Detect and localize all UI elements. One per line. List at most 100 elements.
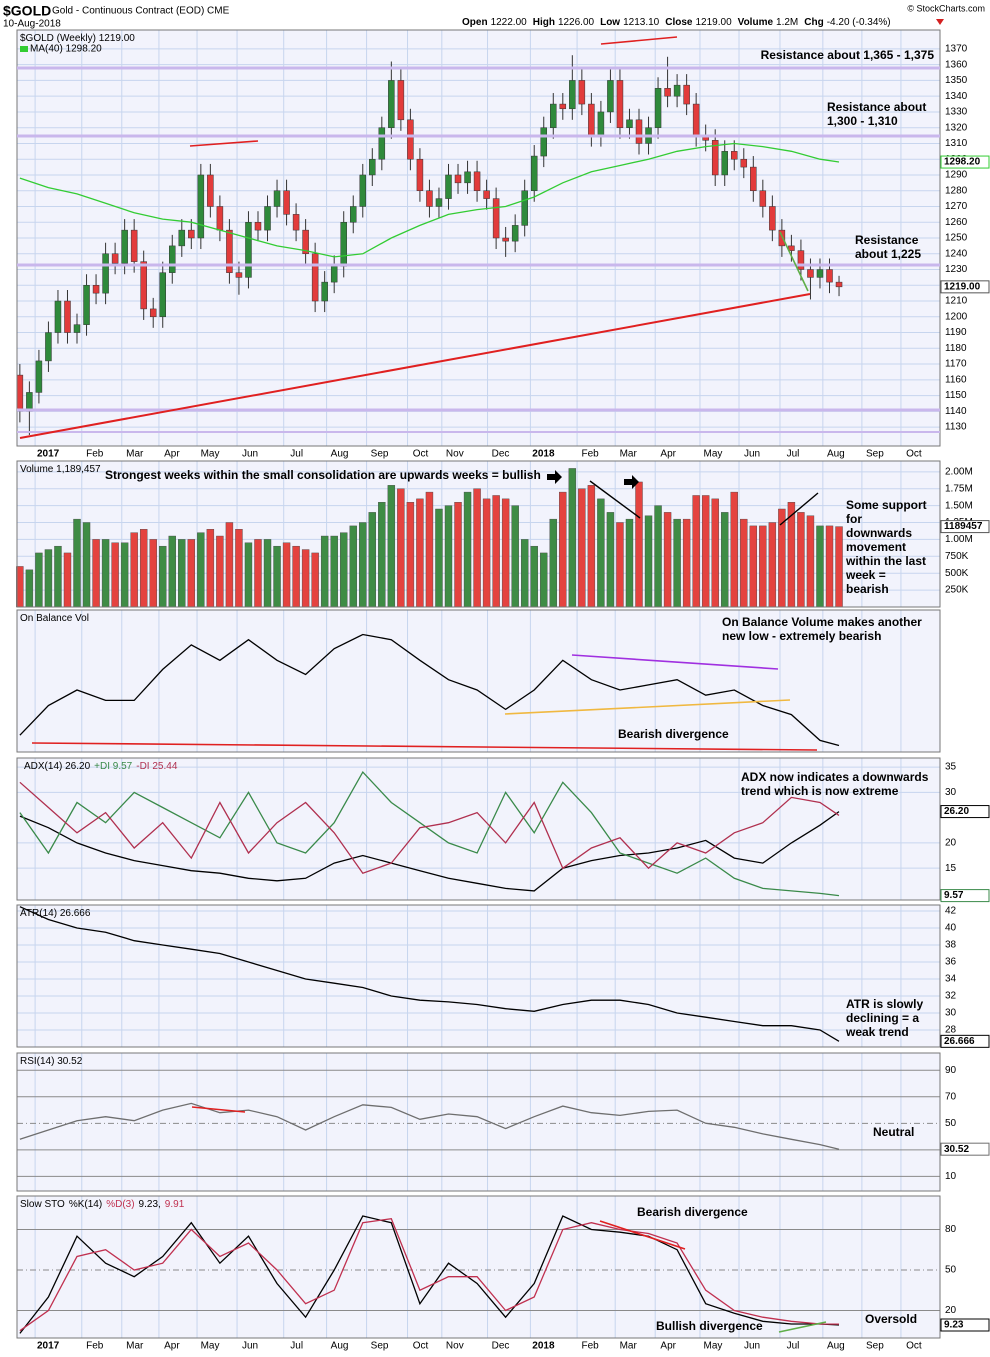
candle-body <box>388 80 395 128</box>
candle-body <box>235 272 243 278</box>
x-tick-label: Mar <box>126 449 144 460</box>
panel-border <box>16 1195 941 1339</box>
annotation: for <box>846 512 862 526</box>
volume-bar <box>806 515 815 608</box>
x-tick-label: Aug <box>827 1341 845 1352</box>
volume-bar <box>578 488 586 608</box>
volume-bar <box>178 539 186 608</box>
quote-value: 1219.00 <box>695 17 732 28</box>
last-value-label: 9.57 <box>944 890 964 901</box>
annotation: Resistance about <box>827 100 926 114</box>
candle-body <box>273 190 281 207</box>
volume-bar <box>54 545 62 608</box>
legend-title: RSI(14) 30.52 <box>20 1056 83 1067</box>
volume-bar <box>101 539 110 608</box>
last-value-label: 1189457 <box>944 521 983 532</box>
volume-bar <box>730 491 738 608</box>
series-line <box>19 142 840 258</box>
x-tick-label: Jul <box>787 449 800 460</box>
annotation: Neutral <box>873 1125 914 1139</box>
candle-body <box>169 245 176 273</box>
y-tick-label: 1270 <box>945 201 968 212</box>
y-tick-label: 1340 <box>945 91 968 102</box>
volume-bar <box>454 502 462 608</box>
y-tick-label: 34 <box>945 974 957 985</box>
candle-body <box>521 190 528 226</box>
volume-bar <box>120 542 129 608</box>
candle-body <box>245 221 252 278</box>
volume-bar <box>606 512 615 608</box>
legend-entry: -DI 25.44 <box>136 761 178 772</box>
x-tick-label: Sep <box>371 1341 389 1352</box>
quote-value: 1226.00 <box>558 17 595 28</box>
volume-bar <box>263 539 272 608</box>
candle-body <box>102 253 109 294</box>
series-line <box>19 771 840 897</box>
volume-bar <box>444 505 453 608</box>
candle-body <box>149 308 157 318</box>
x-tick-label: 2017 <box>37 1341 60 1352</box>
y-tick-label: 90 <box>945 1065 957 1076</box>
volume-bar <box>340 532 348 608</box>
y-tick-label: 1280 <box>945 185 968 196</box>
volume-bar <box>501 498 510 608</box>
last-value-label: 26.666 <box>944 1036 975 1047</box>
volume-bar <box>197 532 205 608</box>
volume-bar <box>244 542 253 608</box>
panel <box>17 905 940 1047</box>
y-tick-label: 30 <box>945 1008 957 1019</box>
candle-body <box>559 103 567 110</box>
annotation: ATR is slowly <box>846 997 923 1011</box>
volume-bar <box>406 502 415 608</box>
x-tick-label: Sep <box>371 449 389 460</box>
x-tick-label: Aug <box>331 1341 349 1352</box>
y-tick-label: 1130 <box>945 422 967 433</box>
x-tick-label: Aug <box>331 449 349 460</box>
x-tick-label: Dec <box>492 1341 510 1352</box>
y-tick-label: 1260 <box>945 217 968 228</box>
series-line <box>19 811 840 892</box>
volume-bar <box>768 522 777 608</box>
arrow-icon <box>547 470 562 484</box>
volume-bar <box>568 468 577 608</box>
x-tick-label: Mar <box>126 1341 144 1352</box>
legend: ADX(14) 26.20 +DI 9.57 -DI 25.44 <box>24 761 178 772</box>
candle-body <box>264 206 271 231</box>
quote-label: Chg <box>804 17 823 28</box>
symbol: $GOLD <box>3 3 51 19</box>
y-tick-label: 1.75M <box>945 483 973 494</box>
volume-bar <box>149 539 157 608</box>
volume-bar <box>701 495 710 608</box>
x-tick-label: Mar <box>620 449 638 460</box>
y-tick-label: 1330 <box>945 107 968 118</box>
panel-border <box>16 460 941 608</box>
candle-body <box>359 174 367 207</box>
candle-body <box>92 285 100 294</box>
x-tick-label: Nov <box>446 1341 464 1352</box>
volume-bar <box>416 498 424 608</box>
volume-bar <box>359 522 367 608</box>
volume-bar <box>273 545 281 608</box>
volume-bar <box>73 518 81 608</box>
change-arrow <box>936 19 944 25</box>
x-tick-label: Jul <box>290 1341 303 1352</box>
legend: On Balance Vol <box>20 613 89 624</box>
volume-bar <box>225 522 234 608</box>
x-tick-label: Jun <box>242 449 258 460</box>
legend-entry: ADX(14) 26.20 <box>24 761 91 772</box>
volume-bar <box>311 552 319 608</box>
candle-body <box>683 84 690 105</box>
candle-body <box>807 269 814 278</box>
instrument-name: Gold - Continuous Contract (EOD) CME <box>52 6 230 17</box>
volume-bar <box>492 495 500 608</box>
y-tick-label: 20 <box>945 1305 957 1316</box>
series-line <box>19 1102 840 1150</box>
x-tick-label: Feb <box>581 1341 599 1352</box>
annotation: 1,300 - 1,310 <box>827 114 898 128</box>
annotation: Resistance about 1,365 - 1,375 <box>761 48 935 62</box>
candle-body <box>464 171 471 184</box>
y-tick-label: 42 <box>945 906 957 917</box>
y-tick-label: 1170 <box>945 359 967 370</box>
annotation: ADX now indicates a downwards <box>741 770 929 784</box>
quote-value: 1.2M <box>776 17 798 28</box>
